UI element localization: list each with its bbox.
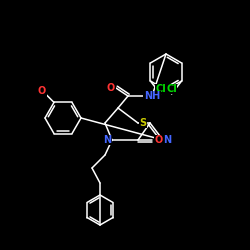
- Text: O: O: [38, 86, 46, 97]
- Text: N: N: [103, 135, 111, 145]
- Text: NH: NH: [144, 91, 160, 101]
- Text: O: O: [107, 83, 115, 93]
- Text: O: O: [155, 135, 163, 145]
- Text: S: S: [140, 118, 146, 128]
- Text: Cl: Cl: [155, 84, 166, 94]
- Text: N: N: [163, 135, 171, 145]
- Text: Cl: Cl: [166, 84, 177, 94]
